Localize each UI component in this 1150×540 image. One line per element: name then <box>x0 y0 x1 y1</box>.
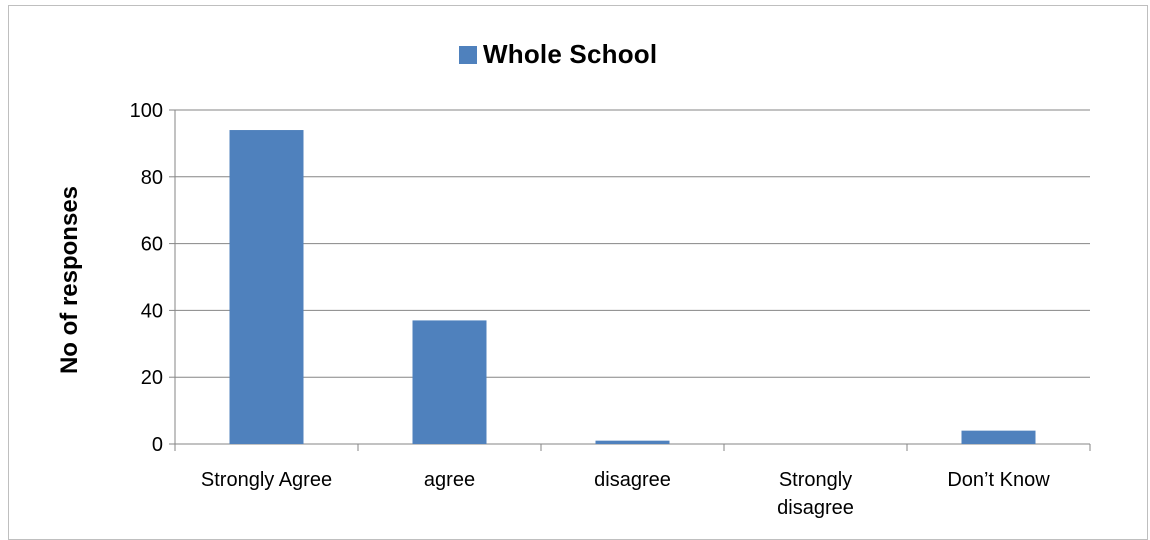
x-tick-label: agree <box>424 469 475 491</box>
bar-strongly-agree <box>229 130 304 445</box>
chart-area <box>8 5 1148 540</box>
bar-don-t-know <box>961 430 1036 444</box>
x-tick-label: disagree <box>594 469 671 491</box>
y-tick-label: 80 <box>141 167 163 189</box>
y-tick-label: 100 <box>130 100 163 122</box>
x-tick-label: Strongly disagree <box>777 469 854 519</box>
x-tick-label: Don’t Know <box>947 469 1050 491</box>
x-tick-label: Strongly Agree <box>201 469 332 491</box>
legend-swatch <box>459 45 477 64</box>
bar-agree <box>412 320 487 444</box>
legend: Whole School <box>459 39 657 70</box>
y-tick-label: 0 <box>152 434 163 456</box>
y-tick-label: 40 <box>141 300 163 322</box>
bar-disagree <box>595 440 670 444</box>
y-tick-label: 60 <box>141 234 163 256</box>
legend-label: Whole School <box>483 39 658 69</box>
y-tick-label: 20 <box>141 367 163 389</box>
